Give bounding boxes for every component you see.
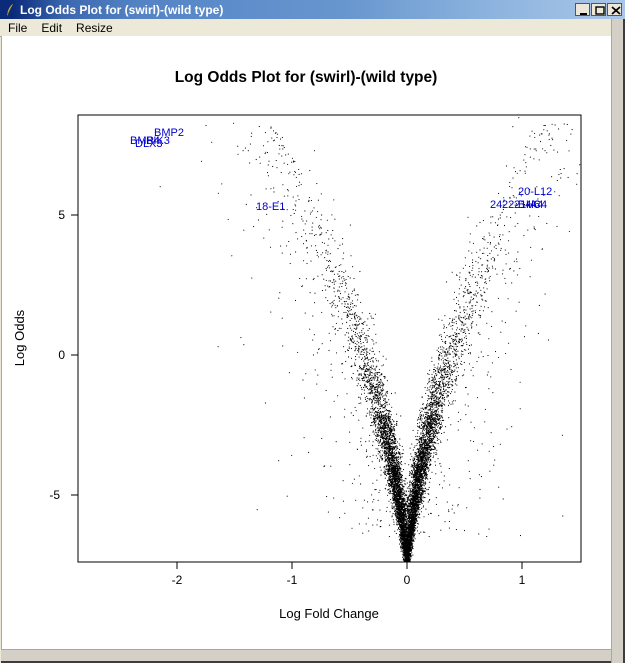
svg-text:5: 5 [58, 208, 65, 222]
svg-text:-5: -5 [49, 488, 60, 502]
svg-text:20-L12: 20-L12 [518, 186, 552, 198]
svg-text:C4: C4 [533, 199, 547, 211]
svg-text:-1: -1 [287, 573, 298, 587]
svg-text:18-E1: 18-E1 [256, 201, 285, 213]
svg-text:DLX3: DLX3 [135, 138, 163, 150]
svg-text:Log Odds: Log Odds [12, 309, 27, 366]
svg-text:-2: -2 [172, 573, 183, 587]
svg-text:1: 1 [519, 573, 526, 587]
svg-text:0: 0 [58, 348, 65, 362]
svg-text:Log Odds Plot for (swirl)-(wil: Log Odds Plot for (swirl)-(wild type) [175, 69, 438, 86]
svg-text:0: 0 [404, 573, 411, 587]
svg-text:Log Fold Change: Log Fold Change [279, 606, 379, 621]
